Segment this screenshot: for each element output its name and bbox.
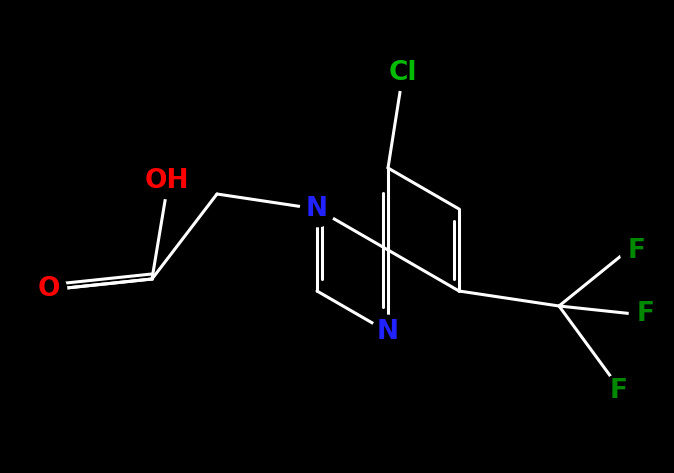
Text: OH: OH: [145, 168, 189, 194]
Text: F: F: [628, 238, 646, 264]
Text: F: F: [610, 378, 628, 404]
Text: Cl: Cl: [389, 60, 417, 86]
Text: N: N: [377, 319, 399, 345]
Text: O: O: [38, 276, 60, 302]
Text: F: F: [637, 301, 655, 327]
Text: N: N: [306, 196, 328, 222]
